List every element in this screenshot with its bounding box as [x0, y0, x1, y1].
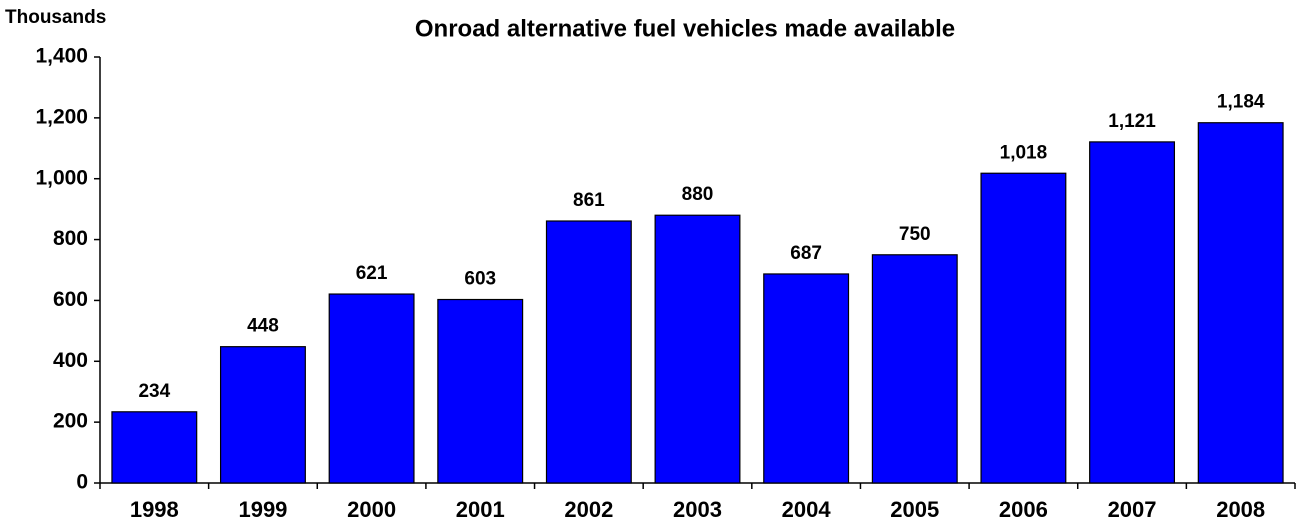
data-label: 621 — [356, 263, 388, 284]
bar — [763, 273, 850, 484]
x-tick-label: 2005 — [890, 497, 939, 522]
y-tick-label: 400 — [53, 349, 88, 372]
bar — [545, 220, 632, 484]
bar — [1197, 122, 1284, 484]
bar — [980, 172, 1067, 484]
chart-title: Onroad alternative fuel vehicles made av… — [415, 15, 955, 42]
x-tick-label: 1999 — [238, 497, 287, 522]
y-tick-label: 800 — [53, 227, 88, 250]
data-label: 1,121 — [1108, 111, 1156, 132]
x-tick-label: 2003 — [673, 497, 722, 522]
y-tick-label: 1,000 — [35, 166, 88, 189]
bar — [871, 254, 958, 484]
y-tick-label: 200 — [53, 410, 88, 433]
x-tick-label: 2004 — [782, 497, 832, 522]
data-label: 1,018 — [1000, 142, 1048, 163]
data-label: 1,184 — [1217, 92, 1265, 113]
bar — [654, 214, 741, 484]
y-tick-label: 0 — [76, 471, 88, 494]
x-tick-label: 2007 — [1108, 497, 1157, 522]
bar — [111, 411, 198, 484]
bar — [1089, 141, 1176, 484]
y-tick-label: 1,200 — [35, 105, 88, 128]
data-label: 687 — [790, 243, 822, 264]
y-tick-label: 1,400 — [35, 45, 88, 68]
x-tick-label: 2002 — [564, 497, 613, 522]
x-tick-label: 2000 — [347, 497, 396, 522]
y-tick-label: 600 — [53, 288, 88, 311]
x-tick-label: 2006 — [999, 497, 1048, 522]
x-tick-label: 2008 — [1216, 497, 1265, 522]
bar — [328, 293, 415, 484]
data-label: 861 — [573, 190, 605, 211]
bar — [219, 346, 306, 484]
y-axis-label: Thousands — [5, 7, 106, 28]
data-label: 750 — [899, 224, 931, 245]
data-label: 603 — [464, 269, 496, 290]
data-label: 880 — [682, 184, 714, 205]
bar — [437, 298, 524, 484]
x-tick-label: 2001 — [456, 497, 505, 522]
x-tick-label: 1998 — [130, 497, 179, 522]
data-label: 448 — [247, 316, 279, 337]
data-label: 234 — [138, 381, 170, 402]
